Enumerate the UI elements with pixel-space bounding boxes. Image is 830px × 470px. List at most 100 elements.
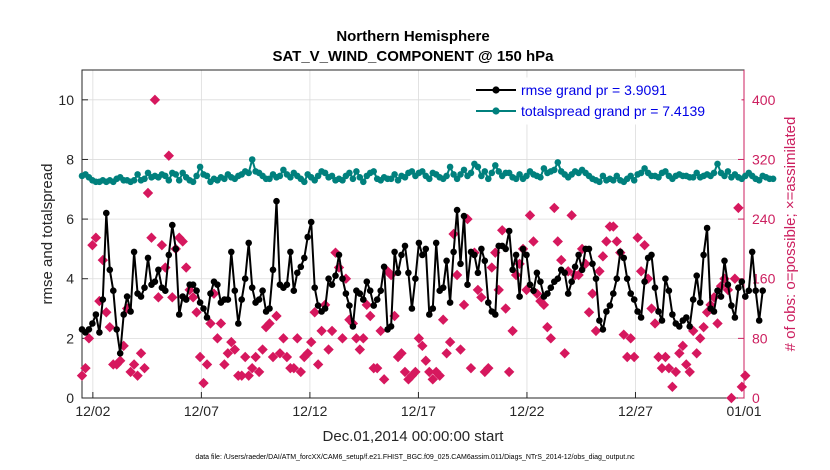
obs-possible-point xyxy=(681,359,692,370)
obs-possible-point xyxy=(556,254,567,266)
rmse-point xyxy=(106,266,114,274)
totalspread-point xyxy=(360,178,367,186)
rmse-point xyxy=(519,245,527,253)
totalspread-point xyxy=(467,169,475,177)
obs-possible-point xyxy=(246,362,258,374)
totalspread-point xyxy=(512,175,520,183)
totalspread-point xyxy=(419,168,426,175)
rmse-point xyxy=(575,251,582,259)
totalspread-point xyxy=(130,177,138,184)
y-axis-label: rmse and totalspread xyxy=(39,164,56,305)
rmse-point xyxy=(301,254,308,262)
rmse-point xyxy=(193,287,200,295)
rmse-point xyxy=(363,278,371,286)
totalspread-point xyxy=(353,168,360,175)
totalspread-point xyxy=(460,166,468,174)
totalspread-point xyxy=(349,175,357,183)
obs-possible-point xyxy=(597,251,609,262)
rmse-point xyxy=(346,302,353,309)
legend-totalspread-label: totalspread grand pr = 7.4139 xyxy=(521,103,705,119)
obs-possible-point xyxy=(198,377,209,389)
rmse-point xyxy=(200,305,207,312)
rmse-point xyxy=(116,350,124,357)
rmse-point xyxy=(85,326,93,333)
rmse-point xyxy=(544,290,551,297)
obs-possible-point xyxy=(594,266,605,277)
rmse-point xyxy=(641,278,648,286)
obs-possible-point xyxy=(76,370,88,381)
totalspread-point xyxy=(446,163,454,171)
rmse-point xyxy=(137,293,145,300)
totalspread-point xyxy=(721,172,728,180)
rmse-point xyxy=(349,323,357,330)
obs-possible-point xyxy=(187,292,199,303)
obs-possible-point xyxy=(601,236,612,247)
totalspread-point xyxy=(144,169,152,177)
rmse-point xyxy=(742,293,749,300)
obs-possible-point xyxy=(427,374,438,385)
y2-tick-label: 320 xyxy=(752,151,776,167)
obs-possible-point xyxy=(413,333,425,344)
rmse-point xyxy=(533,269,541,277)
x-tick-label: 12/07 xyxy=(184,403,219,419)
rmse-point xyxy=(332,272,339,280)
rmse-point xyxy=(380,263,388,271)
obs-possible-point xyxy=(146,232,157,243)
rmse-point xyxy=(123,293,131,300)
obs-possible-point xyxy=(278,333,289,344)
totalspread-point xyxy=(391,171,398,178)
totalspread-point xyxy=(495,168,503,175)
rmse-point xyxy=(248,284,256,292)
rmse-point xyxy=(735,284,742,292)
obs-possible-point xyxy=(132,370,143,381)
totalspread-point xyxy=(450,171,457,178)
totalspread-point xyxy=(193,172,200,180)
rmse-point xyxy=(96,329,103,336)
totalspread-point xyxy=(328,172,336,180)
rmse-point xyxy=(144,254,152,262)
obs-possible-point xyxy=(437,314,449,325)
y2-tick-label: 80 xyxy=(752,330,768,346)
obs-possible-point xyxy=(274,348,286,359)
rmse-point xyxy=(214,281,221,289)
y-tick-label: 10 xyxy=(58,92,74,108)
obs-possible-point xyxy=(694,333,706,344)
obs-possible-point xyxy=(549,202,560,214)
rmse-point xyxy=(627,290,634,297)
rmse-point xyxy=(603,308,610,315)
obs-possible-point xyxy=(80,362,91,374)
obs-possible-point xyxy=(399,366,411,378)
obs-possible-point xyxy=(622,351,633,363)
totalspread-point xyxy=(714,160,721,168)
rmse-point xyxy=(460,212,468,220)
rmse-point xyxy=(443,257,450,265)
obs-possible-point xyxy=(139,362,150,374)
rmse-point xyxy=(238,296,245,303)
totalspread-point xyxy=(134,171,141,178)
obs-possible-point xyxy=(104,321,115,333)
x-tick-label: 12/12 xyxy=(292,403,327,419)
rmse-point xyxy=(356,290,364,297)
rmse-point xyxy=(669,311,676,318)
obs-possible-point xyxy=(507,325,518,337)
legend-box xyxy=(470,77,742,125)
obs-possible-point xyxy=(115,355,126,366)
obs-possible-point xyxy=(135,348,147,359)
obs-possible-point xyxy=(566,210,577,221)
totalspread-point xyxy=(443,172,450,180)
rmse-point xyxy=(259,287,266,295)
rmse-point xyxy=(530,287,537,295)
obs-possible-point xyxy=(180,262,192,273)
totalspread-series xyxy=(78,156,777,186)
totalspread-point xyxy=(141,175,148,183)
rmse-point xyxy=(516,293,523,300)
obs-possible-point xyxy=(618,329,629,340)
rmse-point xyxy=(752,287,759,295)
totalspread-point xyxy=(370,168,378,175)
obs-possible-point xyxy=(371,362,383,374)
rmse-point xyxy=(512,251,520,259)
obs-possible-point xyxy=(163,150,175,161)
totalspread-point xyxy=(755,177,763,184)
obs-possible-point xyxy=(243,370,254,381)
obs-possible-point xyxy=(264,318,275,329)
